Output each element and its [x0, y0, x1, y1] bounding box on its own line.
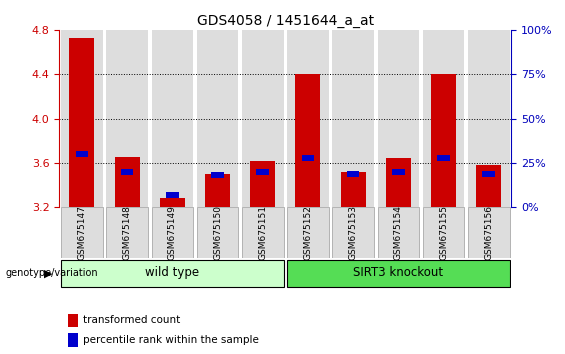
Bar [476, 165, 501, 207]
Bar [61, 260, 284, 287]
Text: GSM675147: GSM675147 [77, 205, 86, 260]
Bar [69, 38, 94, 207]
Bar [242, 30, 284, 207]
Bar [483, 171, 495, 177]
Bar [431, 74, 456, 207]
Text: GSM675156: GSM675156 [484, 205, 493, 260]
Text: ▶: ▶ [44, 268, 53, 278]
Bar [341, 172, 366, 207]
Text: GSM675155: GSM675155 [439, 205, 448, 260]
Bar [115, 157, 140, 207]
Bar [468, 207, 510, 258]
Text: transformed count: transformed count [83, 315, 180, 325]
Bar [68, 333, 79, 347]
Text: percentile rank within the sample: percentile rank within the sample [83, 335, 259, 345]
Bar [242, 207, 284, 258]
Bar [211, 172, 224, 178]
Text: GSM675154: GSM675154 [394, 205, 403, 260]
Bar [347, 171, 359, 177]
Bar [76, 151, 88, 157]
Bar [386, 158, 411, 207]
Bar [61, 207, 103, 258]
Bar [287, 30, 329, 207]
Bar [257, 169, 269, 175]
Bar [151, 30, 193, 207]
Bar [468, 30, 510, 207]
Bar [287, 260, 510, 287]
Bar [106, 207, 148, 258]
Text: GSM675153: GSM675153 [349, 205, 358, 260]
Text: GSM675148: GSM675148 [123, 205, 132, 260]
Bar [377, 207, 419, 258]
Bar [121, 169, 133, 175]
Title: GDS4058 / 1451644_a_at: GDS4058 / 1451644_a_at [197, 14, 374, 28]
Bar [106, 30, 148, 207]
Text: GSM675149: GSM675149 [168, 205, 177, 260]
Text: GSM675152: GSM675152 [303, 205, 312, 260]
Bar [332, 207, 374, 258]
Text: wild type: wild type [145, 266, 199, 279]
Bar [302, 155, 314, 161]
Bar [166, 192, 179, 198]
Bar [250, 161, 275, 207]
Bar [61, 30, 103, 207]
Bar [205, 174, 230, 207]
Text: GSM675151: GSM675151 [258, 205, 267, 260]
Bar [437, 155, 450, 161]
Bar [197, 30, 238, 207]
Bar [423, 30, 464, 207]
Bar [295, 74, 320, 207]
Bar [68, 314, 79, 327]
Text: SIRT3 knockout: SIRT3 knockout [353, 266, 444, 279]
Bar [160, 198, 185, 207]
Bar [197, 207, 238, 258]
Bar [151, 207, 193, 258]
Text: GSM675150: GSM675150 [213, 205, 222, 260]
Bar [392, 169, 405, 175]
Bar [287, 207, 329, 258]
Bar [423, 207, 464, 258]
Text: genotype/variation: genotype/variation [6, 268, 98, 278]
Bar [332, 30, 374, 207]
Bar [377, 30, 419, 207]
